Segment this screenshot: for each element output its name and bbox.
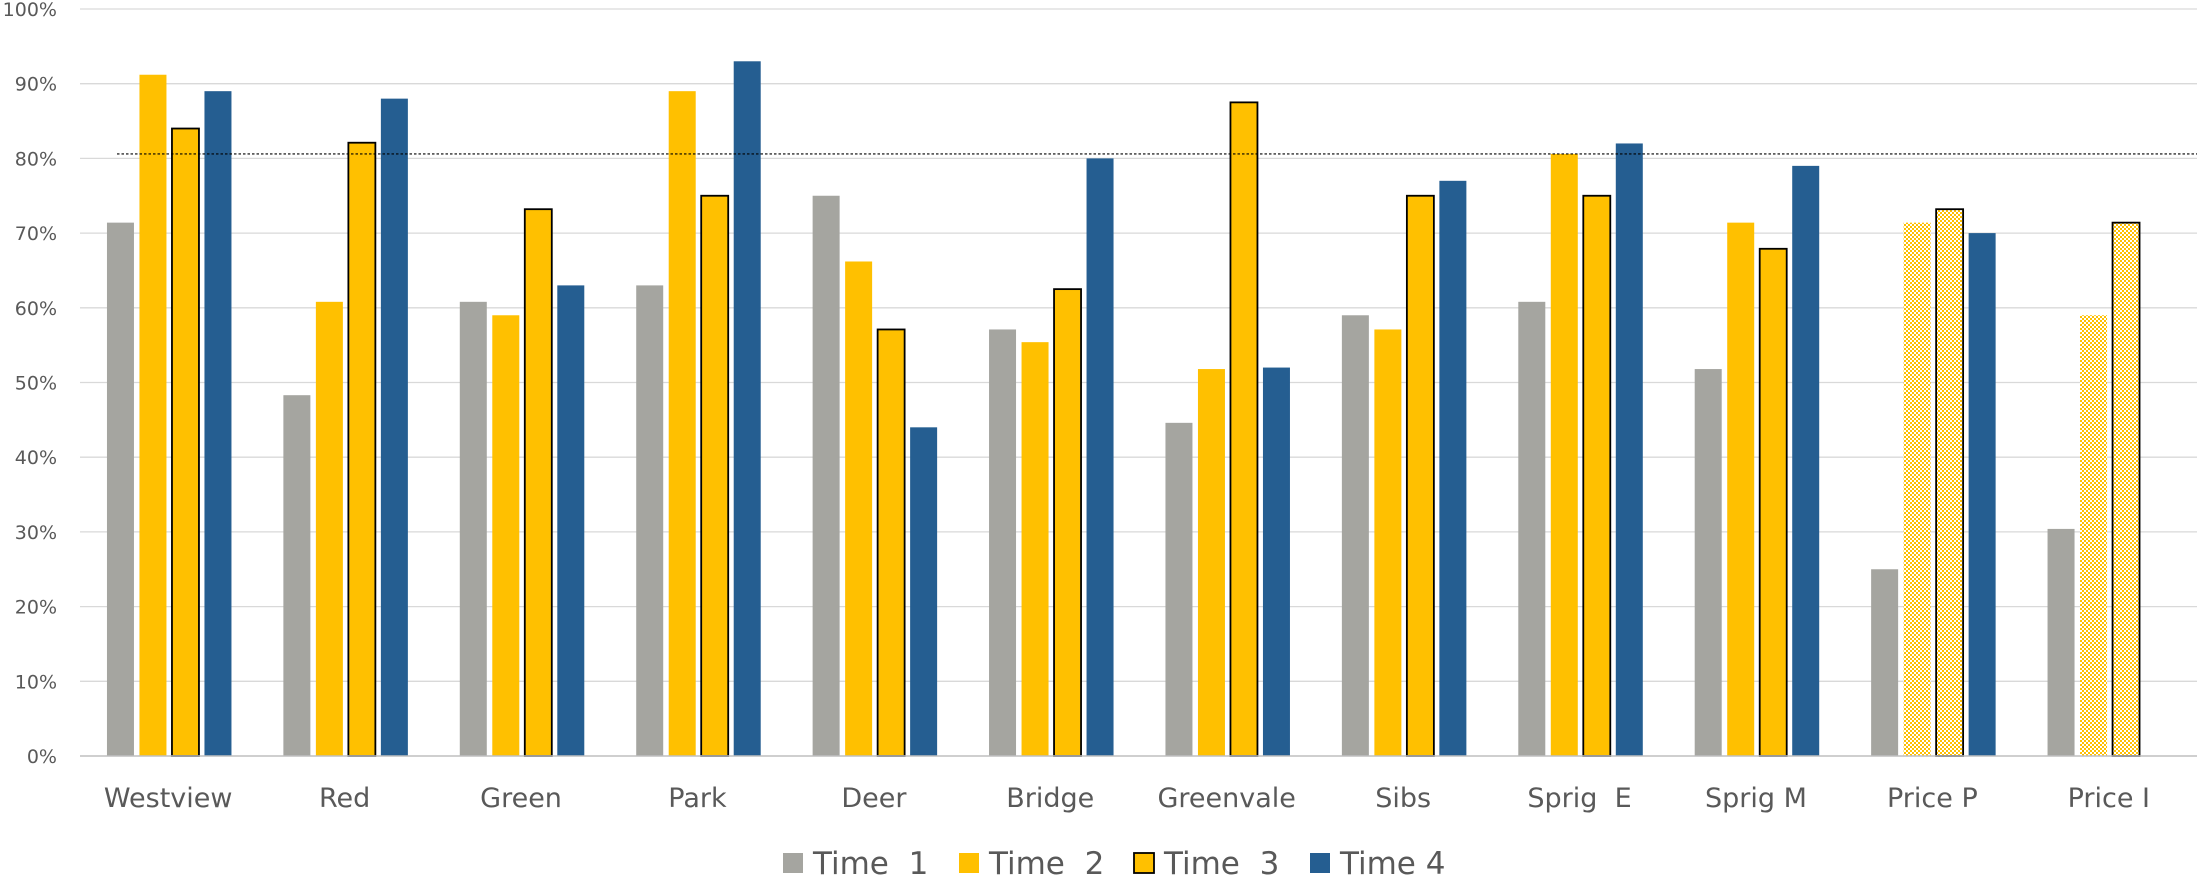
category-label-greenvale: Greenvale bbox=[1158, 783, 1296, 814]
y-tick-label-100: 100% bbox=[3, 0, 57, 21]
bar-time-4-bridge bbox=[1086, 158, 1114, 756]
y-tick-label-20: 20% bbox=[15, 597, 57, 619]
bar-time-2-westview bbox=[139, 74, 167, 756]
bar-time-2-price-i bbox=[2080, 315, 2108, 756]
bar-time-2-sprig-m bbox=[1727, 222, 1755, 757]
bars bbox=[106, 61, 2141, 757]
category-labels: Westview Red Green Park Deer Bridge Greenvale S… bbox=[104, 783, 2150, 814]
bar-time-3-sprig-e bbox=[1582, 194, 1612, 757]
bar-time-2-red bbox=[315, 301, 343, 756]
y-tick-label-60: 60% bbox=[15, 298, 57, 320]
bar-time-3-price-i bbox=[2111, 221, 2141, 757]
legend-item-time-3: Time 3 bbox=[1133, 846, 1279, 879]
bar-time-3-park bbox=[700, 194, 730, 757]
bar-time-4-sprig-m bbox=[1792, 165, 1820, 756]
bar-time-3-greenvale bbox=[1229, 101, 1259, 757]
bar-time-1-red bbox=[283, 395, 311, 756]
category-label-green: Green bbox=[480, 783, 562, 814]
bar-time-1-sprig-m bbox=[1694, 369, 1722, 756]
legend-swatch-time-4 bbox=[1310, 853, 1330, 873]
y-axis-tick-labels: 0% 10% 20% 30% 40% 50% 60% 70% 80% 90% 100% bbox=[3, 0, 57, 768]
bar-time-4-red bbox=[380, 98, 408, 756]
bar-time-4-price-p bbox=[1968, 233, 1996, 757]
bar-time-2-deer bbox=[845, 261, 873, 756]
bar-time-3-sibs bbox=[1405, 194, 1435, 757]
category-label-red: Red bbox=[319, 783, 370, 814]
legend: Time 1 Time 2 Time 3 Time 4 bbox=[783, 846, 1445, 879]
bar-time-3-price-p bbox=[1935, 208, 1965, 757]
bar-time-2-sprig-e bbox=[1550, 153, 1578, 757]
category-label-sprig-m: Sprig M bbox=[1705, 783, 1807, 814]
bar-time-1-bridge bbox=[989, 329, 1017, 756]
bar-time-3-green bbox=[523, 208, 553, 757]
legend-swatch-time-1 bbox=[783, 853, 803, 873]
y-tick-label-70: 70% bbox=[15, 223, 57, 245]
legend-label-time-3: Time 3 bbox=[1163, 846, 1279, 879]
bar-time-3-red bbox=[347, 141, 377, 757]
bar-time-1-sibs bbox=[1341, 315, 1369, 756]
y-tick-label-50: 50% bbox=[15, 373, 57, 395]
legend-item-time-2: Time 2 bbox=[959, 846, 1104, 879]
y-tick-label-40: 40% bbox=[15, 447, 57, 469]
legend-label-time-1: Time 1 bbox=[812, 846, 928, 879]
bar-time-4-green bbox=[557, 285, 585, 756]
legend-label-time-2: Time 2 bbox=[988, 846, 1104, 879]
y-tick-label-10: 10% bbox=[15, 671, 57, 693]
bar-time-2-price-p bbox=[1903, 222, 1931, 757]
bar-time-3-bridge bbox=[1053, 288, 1082, 757]
bar-time-1-sprig-e bbox=[1518, 301, 1546, 756]
legend-label-time-4: Time 4 bbox=[1339, 846, 1445, 879]
category-label-sibs: Sibs bbox=[1375, 783, 1431, 814]
bar-time-2-green bbox=[492, 315, 520, 756]
category-label-deer: Deer bbox=[841, 783, 907, 814]
category-label-park: Park bbox=[668, 783, 727, 814]
bar-time-1-green bbox=[459, 301, 487, 756]
bar-time-4-park bbox=[733, 61, 761, 757]
bar-time-1-price-i bbox=[2047, 528, 2075, 756]
bar-time-4-greenvale bbox=[1262, 367, 1290, 756]
bar-time-3-westview bbox=[171, 127, 200, 757]
bar-time-3-deer bbox=[876, 328, 906, 757]
bar-time-2-bridge bbox=[1021, 342, 1049, 756]
legend-swatch-time-2 bbox=[959, 853, 979, 873]
y-tick-label-90: 90% bbox=[15, 74, 57, 96]
bar-time-1-park bbox=[636, 285, 664, 756]
bar-time-1-greenvale bbox=[1165, 422, 1193, 756]
bar-time-3-sprig-m bbox=[1758, 247, 1788, 757]
y-tick-label-80: 80% bbox=[15, 148, 57, 170]
bar-time-1-westview bbox=[106, 222, 134, 757]
bar-time-4-deer bbox=[910, 427, 938, 756]
bar-time-2-park bbox=[668, 91, 696, 757]
bar-time-2-greenvale bbox=[1197, 369, 1225, 756]
bar-time-1-deer bbox=[812, 195, 840, 756]
bar-time-4-sprig-e bbox=[1615, 143, 1643, 756]
legend-item-time-1: Time 1 bbox=[783, 846, 928, 879]
category-label-westview: Westview bbox=[104, 783, 233, 814]
legend-swatch-time-3 bbox=[1133, 852, 1155, 874]
bar-time-1-price-p bbox=[1871, 569, 1899, 756]
bar-time-4-westview bbox=[204, 91, 232, 757]
y-tick-label-30: 30% bbox=[15, 522, 57, 544]
gridlines bbox=[80, 8, 2197, 682]
category-label-price-i: Price I bbox=[2068, 783, 2150, 814]
bar-time-2-sibs bbox=[1374, 329, 1402, 756]
legend-item-time-4: Time 4 bbox=[1310, 846, 1445, 879]
category-label-bridge: Bridge bbox=[1006, 783, 1094, 814]
y-tick-label-0: 0% bbox=[27, 746, 57, 768]
category-label-sprig-e: Sprig E bbox=[1527, 783, 1631, 814]
category-label-price-p: Price P bbox=[1887, 783, 1978, 814]
bar-time-4-sibs bbox=[1439, 180, 1467, 756]
